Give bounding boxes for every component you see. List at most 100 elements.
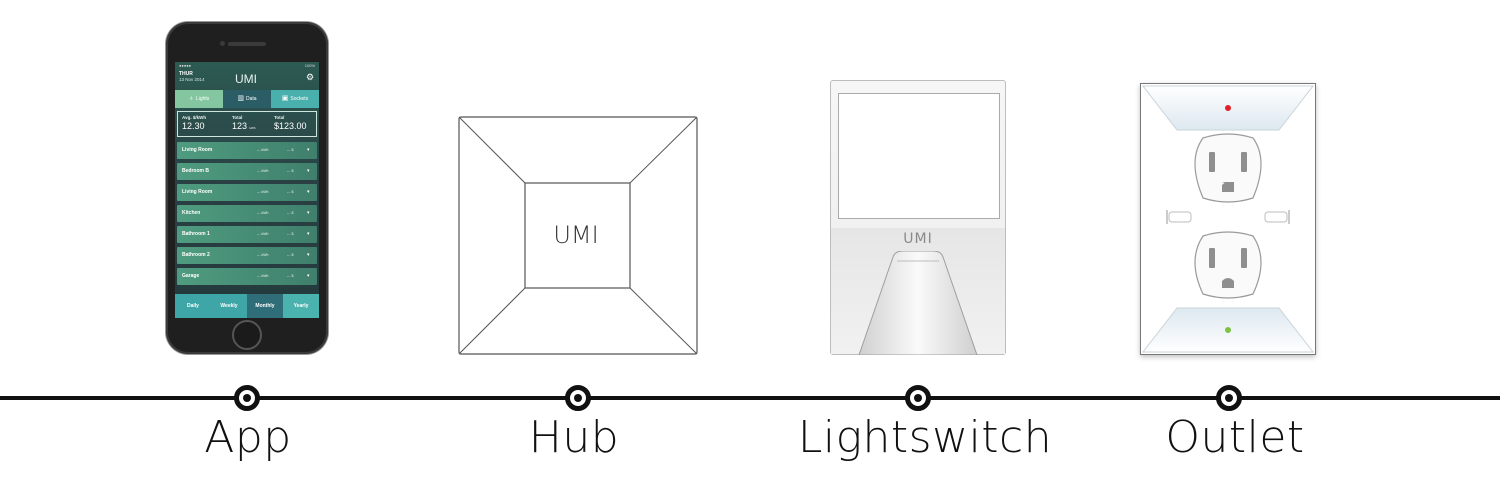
room-name: Bedroom B xyxy=(182,168,209,174)
chevron-down-icon[interactable]: ▾ xyxy=(307,147,310,153)
date-label: 13 Nov 2014 xyxy=(179,77,205,82)
period-monthly-button[interactable]: Monthly xyxy=(247,294,283,318)
hub-bevel-line xyxy=(629,116,698,184)
caption-app: App xyxy=(204,412,292,463)
status-led-top xyxy=(1225,105,1231,111)
mounting-slot xyxy=(1264,211,1288,223)
hub-bevel-line xyxy=(458,287,526,355)
room-name: Garage xyxy=(182,273,200,279)
room-row[interactable]: Living Room --- kWh --- $ ▾ xyxy=(177,142,317,159)
chevron-down-icon[interactable]: ▾ xyxy=(307,252,310,258)
upper-receptacle xyxy=(1194,133,1262,203)
phone-speaker xyxy=(228,42,266,46)
room-kwh: --- kWh xyxy=(257,190,269,194)
phone-device: ●●●●● 100% THUR 13 Nov 2014 UMI ⚙ ♁ Light… xyxy=(166,22,328,354)
room-kwh: --- kWh xyxy=(257,211,269,215)
app-title: UMI xyxy=(235,72,257,86)
summary-label: Total xyxy=(232,115,243,120)
period-daily-button[interactable]: Daily xyxy=(175,294,211,318)
room-cost: --- $ xyxy=(287,190,294,194)
period-selector: Daily Weekly Monthly Yearly xyxy=(175,294,319,318)
period-yearly-button[interactable]: Yearly xyxy=(283,294,319,318)
socket-icon: ▣ xyxy=(281,95,289,102)
chevron-down-icon[interactable]: ▾ xyxy=(307,168,310,174)
chevron-down-icon[interactable]: ▾ xyxy=(307,273,310,279)
status-led-bottom xyxy=(1225,327,1231,333)
room-kwh: --- kWh xyxy=(257,232,269,236)
bar-chart-icon: ▥ xyxy=(237,95,245,102)
room-cost: --- $ xyxy=(287,148,294,152)
room-cost: --- $ xyxy=(287,232,294,236)
summary-avg-rate: Avg. $/kWh 12.30 xyxy=(182,115,206,131)
lightswitch-screen xyxy=(838,93,1000,219)
lightswitch-brand-label: UMI xyxy=(903,231,933,247)
lower-receptacle xyxy=(1194,231,1262,299)
chevron-down-icon[interactable]: ▾ xyxy=(307,231,310,237)
room-name: Bathroom 1 xyxy=(182,231,210,237)
chevron-down-icon[interactable]: ▾ xyxy=(307,210,310,216)
summary-label: Avg. $/kWh xyxy=(182,115,207,120)
period-weekly-button[interactable]: Weekly xyxy=(211,294,247,318)
tab-sockets-label: Sockets xyxy=(290,96,309,102)
day-label: THUR xyxy=(179,71,193,77)
summary-value: $123.00 xyxy=(274,121,307,131)
summary-value: 123 xyxy=(232,121,248,131)
tab-data-label: Data xyxy=(246,96,257,102)
summary-total-kwh: Total 123 kWh xyxy=(232,115,256,131)
room-cost: --- $ xyxy=(287,169,294,173)
mounting-slot xyxy=(1168,211,1192,223)
timeline-node-app xyxy=(234,385,260,411)
gear-icon[interactable]: ⚙ xyxy=(306,72,315,82)
room-cost: --- $ xyxy=(287,211,294,215)
room-name: Kitchen xyxy=(182,210,201,216)
timeline-node-hub xyxy=(565,385,591,411)
hub-brand-label: UMI xyxy=(553,221,599,249)
lightswitch-toggle xyxy=(858,251,978,355)
caption-hub: Hub xyxy=(528,412,620,463)
room-name: Living Room xyxy=(182,147,213,153)
hub-device xyxy=(458,116,698,355)
room-row[interactable]: Bathroom 2 --- kWh --- $ ▾ xyxy=(177,247,317,264)
chevron-down-icon[interactable]: ▾ xyxy=(307,189,310,195)
room-row[interactable]: Bathroom 1 --- kWh --- $ ▾ xyxy=(177,226,317,243)
hub-bevel-line xyxy=(629,287,698,355)
room-name: Living Room xyxy=(182,189,213,195)
phone-camera xyxy=(220,41,225,46)
tab-lights[interactable]: ♁ Lights xyxy=(175,90,223,108)
timeline-line xyxy=(0,396,1500,400)
room-row[interactable]: Garage --- kWh --- $ ▾ xyxy=(177,268,317,285)
outlet-device xyxy=(1140,83,1316,355)
room-kwh: --- kWh xyxy=(257,148,269,152)
room-row[interactable]: Bedroom B --- kWh --- $ ▾ xyxy=(177,163,317,180)
tab-data[interactable]: ▥ Data xyxy=(223,90,271,108)
room-row[interactable]: Kitchen --- kWh --- $ ▾ xyxy=(177,205,317,222)
hub-bevel-line xyxy=(458,116,526,184)
hub-inner-square xyxy=(524,182,631,289)
caption-outlet: Outlet xyxy=(1165,412,1305,463)
timeline-node-lightswitch xyxy=(905,385,931,411)
tab-sockets[interactable]: ▣ Sockets xyxy=(271,90,319,108)
battery-indicator: 100% xyxy=(304,63,315,68)
room-cost: --- $ xyxy=(287,253,294,257)
summary-label: Total xyxy=(274,115,285,120)
status-bar: ●●●●● 100% xyxy=(175,62,319,70)
room-name: Bathroom 2 xyxy=(182,252,210,258)
caption-lightswitch: Lightswitch xyxy=(797,412,1053,463)
app-screen: ●●●●● 100% THUR 13 Nov 2014 UMI ⚙ ♁ Light… xyxy=(175,62,319,318)
room-kwh: --- kWh xyxy=(257,274,269,278)
room-row[interactable]: Living Room --- kWh --- $ ▾ xyxy=(177,184,317,201)
home-button xyxy=(232,320,262,350)
lightswitch-device: UMI xyxy=(830,80,1006,355)
summary-value: 12.30 xyxy=(182,121,205,131)
summary-unit: kWh xyxy=(249,126,256,130)
timeline-node-outlet xyxy=(1216,385,1242,411)
summary-total-cost: Total $123.00 xyxy=(274,115,307,131)
room-kwh: --- kWh xyxy=(257,253,269,257)
outlet-faceplate xyxy=(1141,85,1315,353)
usage-summary: Avg. $/kWh 12.30 Total 123 kWh Total $12… xyxy=(177,111,317,137)
room-cost: --- $ xyxy=(287,274,294,278)
tab-lights-label: Lights xyxy=(195,96,210,102)
app-tabs: ♁ Lights ▥ Data ▣ Sockets xyxy=(175,90,319,108)
signal-indicator: ●●●●● xyxy=(179,63,192,68)
room-kwh: --- kWh xyxy=(257,169,269,173)
